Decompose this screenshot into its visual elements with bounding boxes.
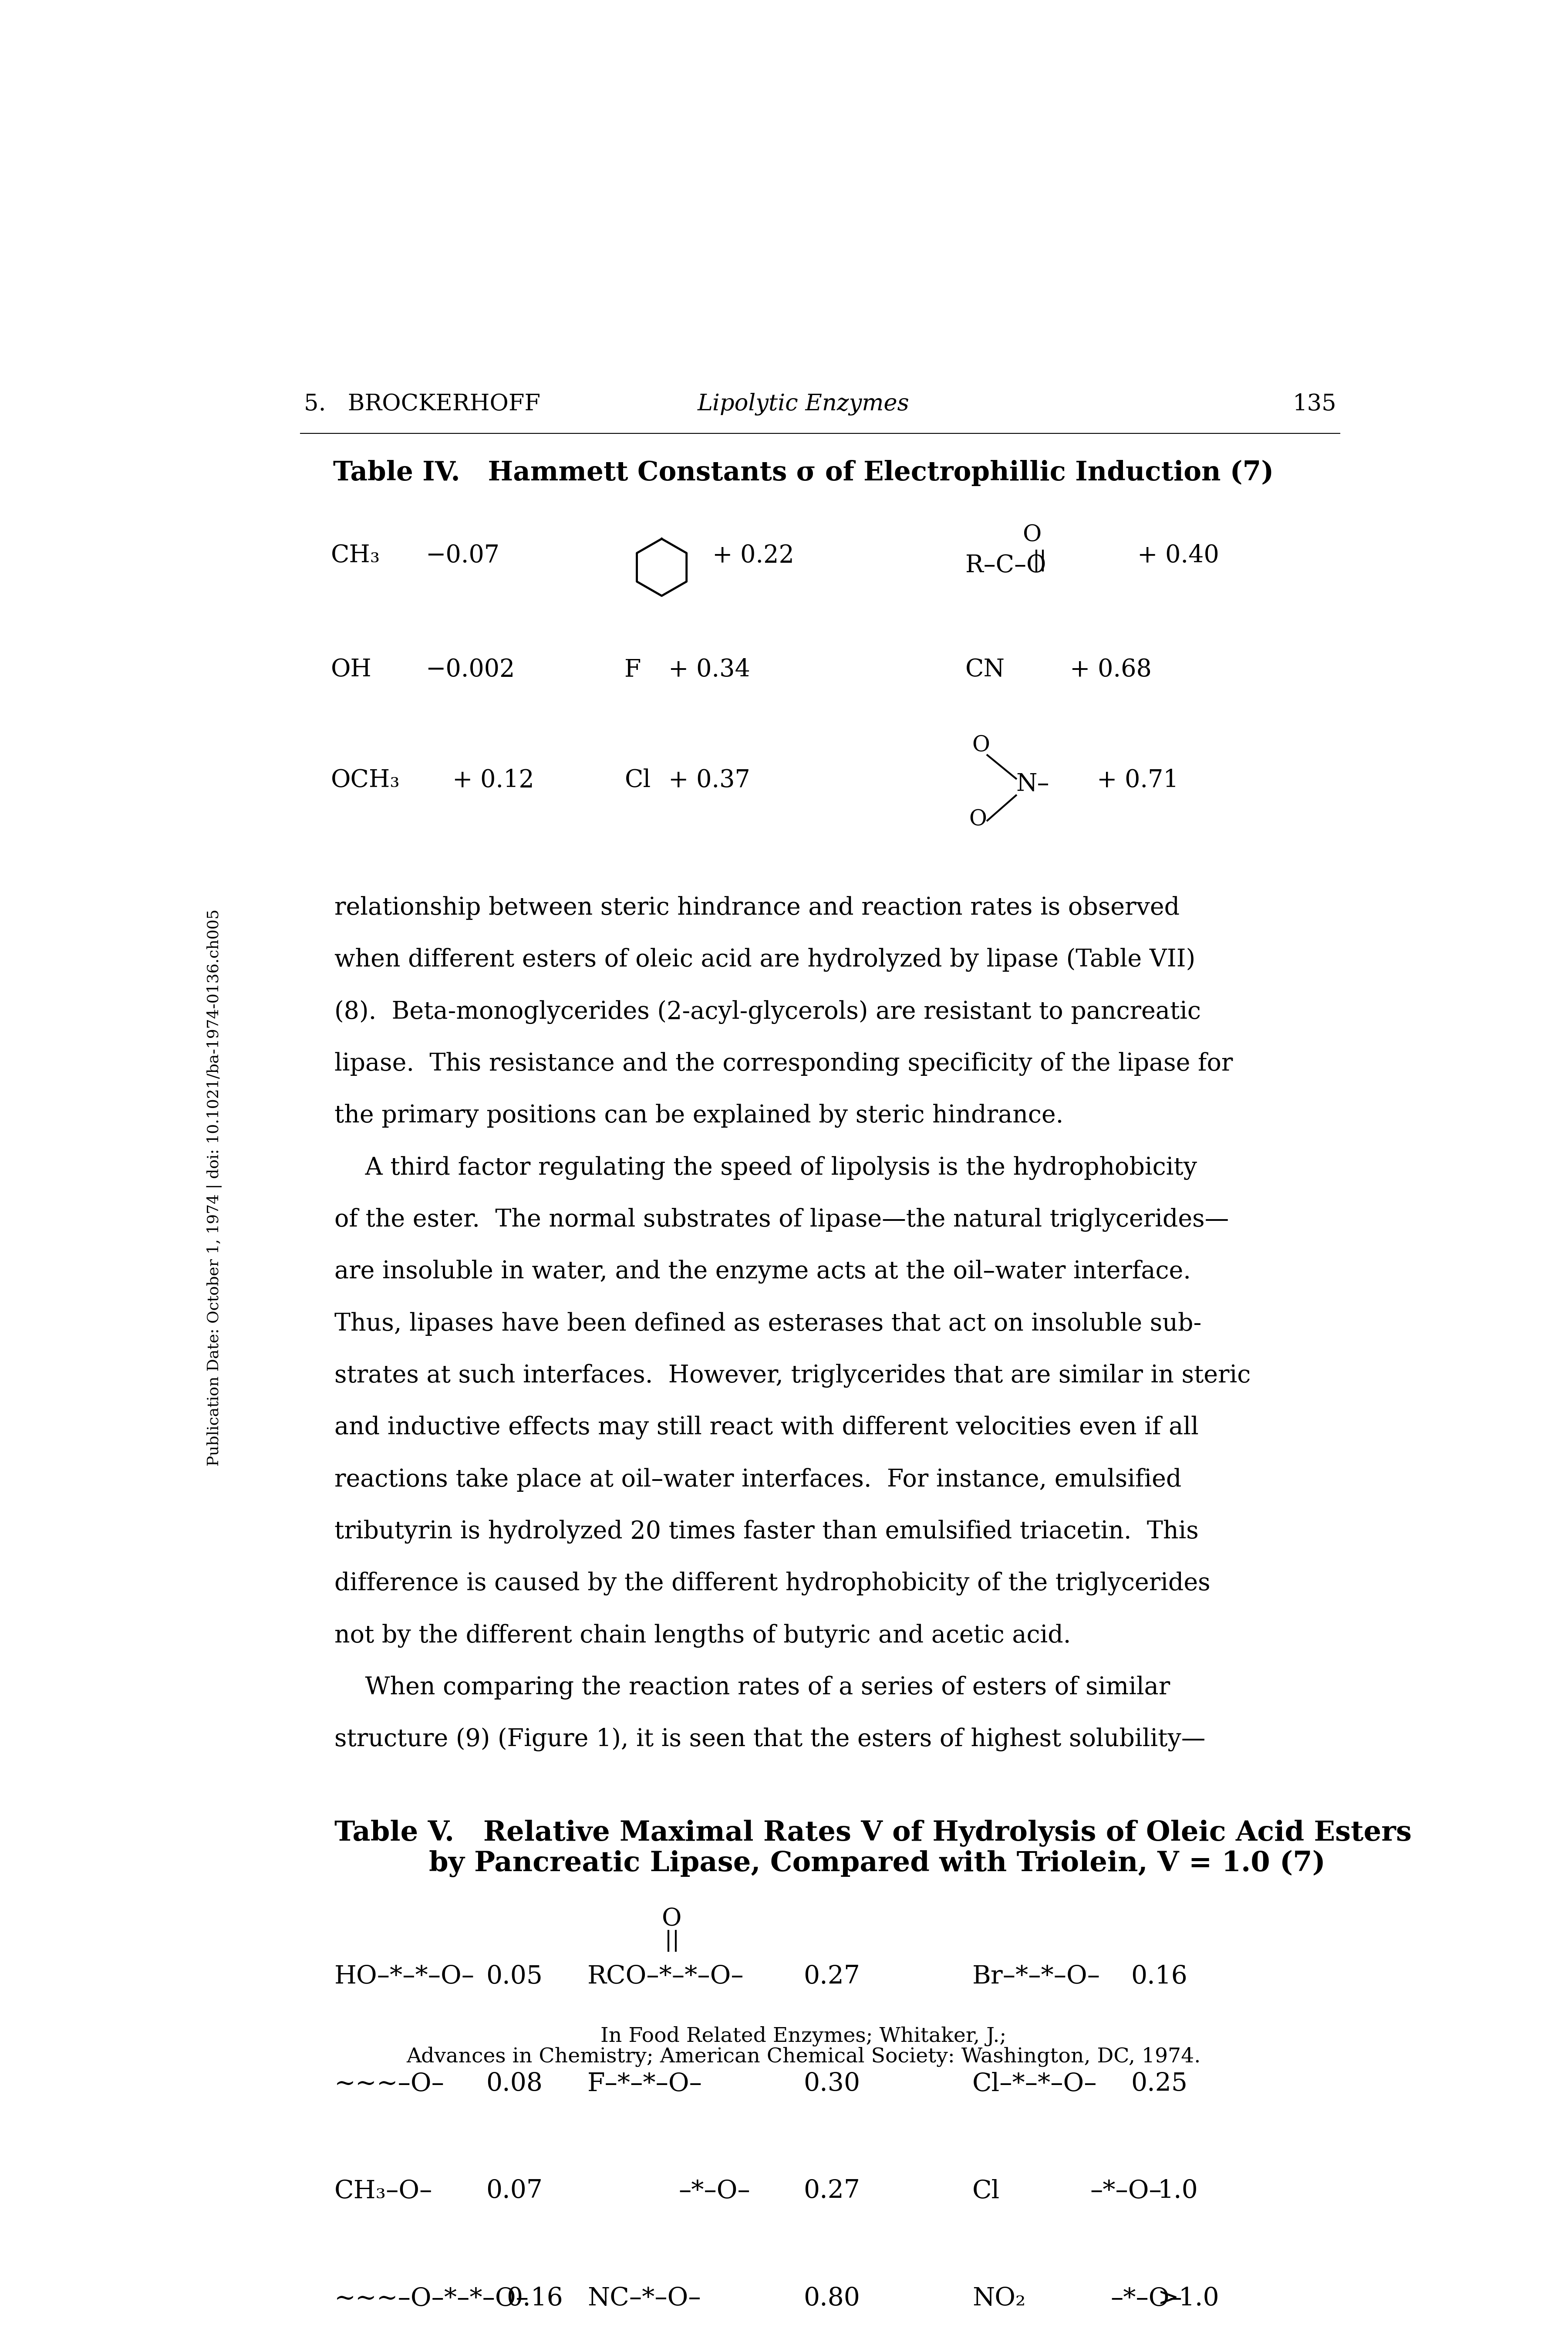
Text: HO–*–*–O–: HO–*–*–O– [334, 1964, 475, 1987]
Text: + 0.22: + 0.22 [712, 543, 793, 567]
Text: N–: N– [1016, 771, 1049, 795]
Text: strates at such interfaces.  However, triglycerides that are similar in steric: strates at such interfaces. However, tri… [334, 1364, 1251, 1388]
Text: F–*–*–O–: F–*–*–O– [588, 2072, 702, 2096]
Text: –*–O–: –*–O– [1110, 2286, 1182, 2310]
Text: In Food Related Enzymes; Whitaker, J.;: In Food Related Enzymes; Whitaker, J.; [601, 2025, 1007, 2046]
Text: Table IV.   Hammett Constants σ of Electrophillic Induction (7): Table IV. Hammett Constants σ of Electro… [332, 461, 1273, 487]
Text: (8).  Beta-monoglycerides (2-acyl-glycerols) are resistant to pancreatic: (8). Beta-monoglycerides (2-acyl-glycero… [334, 1000, 1201, 1023]
Text: 0.30: 0.30 [803, 2072, 861, 2096]
Text: reactions take place at oil–water interfaces.  For instance, emulsified: reactions take place at oil–water interf… [334, 1468, 1181, 1491]
Text: OCH₃: OCH₃ [331, 769, 400, 793]
Text: 0.25: 0.25 [1131, 2072, 1187, 2096]
Text: Br–*–*–O–: Br–*–*–O– [972, 1964, 1101, 1987]
Text: not by the different chain lengths of butyric and acetic acid.: not by the different chain lengths of bu… [334, 1623, 1071, 1649]
Text: R–C–O: R–C–O [966, 555, 1046, 579]
Text: OH: OH [331, 659, 372, 682]
Text: −0.07: −0.07 [425, 543, 500, 567]
Text: CN: CN [966, 659, 1005, 682]
Text: 0.05: 0.05 [486, 1964, 543, 1987]
Text: Cl: Cl [624, 769, 651, 793]
Text: + 0.68: + 0.68 [1069, 659, 1152, 682]
Text: + 0.34: + 0.34 [668, 659, 750, 682]
Text: Cl–*–*–O–: Cl–*–*–O– [972, 2072, 1098, 2096]
Text: Lipolytic Enzymes: Lipolytic Enzymes [698, 393, 909, 416]
Text: −0.002: −0.002 [425, 659, 514, 682]
Text: CH₃–O–: CH₃–O– [334, 2178, 433, 2204]
Text: and inductive effects may still react with different velocities even if all: and inductive effects may still react wi… [334, 1416, 1198, 1439]
Text: when different esters of oleic acid are hydrolyzed by lipase (Table VII): when different esters of oleic acid are … [334, 948, 1195, 971]
Text: Cl: Cl [972, 2178, 1000, 2204]
Text: When comparing the reaction rates of a series of esters of similar: When comparing the reaction rates of a s… [334, 1675, 1170, 1700]
Text: ∼∼∼–O–: ∼∼∼–O– [334, 2072, 444, 2096]
Text: CH₃: CH₃ [331, 543, 381, 567]
Text: 0.80: 0.80 [803, 2286, 859, 2310]
Text: 0.08: 0.08 [486, 2072, 543, 2096]
Text: O: O [662, 1907, 682, 1931]
Text: Publication Date: October 1, 1974 | doi: 10.1021/ba-1974-0136.ch005: Publication Date: October 1, 1974 | doi:… [207, 910, 223, 1465]
Text: –*–O–: –*–O– [679, 2178, 751, 2204]
Text: F: F [624, 659, 641, 682]
Text: 0.16: 0.16 [506, 2286, 563, 2310]
Text: O: O [972, 736, 989, 757]
Text: + 0.37: + 0.37 [668, 769, 750, 793]
Text: Thus, lipases have been defined as esterases that act on insoluble sub-: Thus, lipases have been defined as ester… [334, 1312, 1201, 1336]
Text: RCO–*–*–O–: RCO–*–*–O– [588, 1964, 745, 1987]
Text: 5.   BROCKERHOFF: 5. BROCKERHOFF [304, 393, 541, 416]
Text: + 0.71: + 0.71 [1098, 769, 1179, 793]
Text: by Pancreatic Lipase, Compared with Triolein, V = 1.0 (7): by Pancreatic Lipase, Compared with Trio… [430, 1851, 1325, 1877]
Text: NO₂: NO₂ [972, 2286, 1025, 2310]
Text: + 0.40: + 0.40 [1137, 543, 1220, 567]
Text: 135: 135 [1292, 393, 1336, 416]
Text: difference is caused by the different hydrophobicity of the triglycerides: difference is caused by the different hy… [334, 1571, 1210, 1595]
Text: structure (9) (Figure 1), it is seen that the esters of highest solubility—: structure (9) (Figure 1), it is seen tha… [334, 1729, 1206, 1752]
Text: Table V.   Relative Maximal Rates V of Hydrolysis of Oleic Acid Esters: Table V. Relative Maximal Rates V of Hyd… [334, 1820, 1411, 1846]
Text: O: O [969, 809, 986, 830]
Text: Advances in Chemistry; American Chemical Society: Washington, DC, 1974.: Advances in Chemistry; American Chemical… [406, 2046, 1201, 2067]
Text: 0.27: 0.27 [803, 1964, 859, 1987]
Text: NC–*–O–: NC–*–O– [588, 2286, 701, 2310]
Text: O: O [1022, 524, 1041, 546]
Text: relationship between steric hindrance and reaction rates is observed: relationship between steric hindrance an… [334, 896, 1179, 920]
Text: the primary positions can be explained by steric hindrance.: the primary positions can be explained b… [334, 1103, 1063, 1127]
Text: 0.16: 0.16 [1131, 1964, 1187, 1987]
Text: ∼∼∼–O–*–*–O–: ∼∼∼–O–*–*–O– [334, 2286, 528, 2310]
Text: 0.27: 0.27 [803, 2178, 859, 2204]
Text: are insoluble in water, and the enzyme acts at the oil–water interface.: are insoluble in water, and the enzyme a… [334, 1261, 1190, 1284]
Text: 0.07: 0.07 [486, 2178, 543, 2204]
Text: of the ester.  The normal substrates of lipase—the natural triglycerides—: of the ester. The normal substrates of l… [334, 1209, 1229, 1232]
Text: A third factor regulating the speed of lipolysis is the hydrophobicity: A third factor regulating the speed of l… [334, 1155, 1196, 1181]
Text: tributyrin is hydrolyzed 20 times faster than emulsified triacetin.  This: tributyrin is hydrolyzed 20 times faster… [334, 1519, 1198, 1543]
Text: >1.0: >1.0 [1157, 2286, 1220, 2310]
Text: lipase.  This resistance and the corresponding specificity of the lipase for: lipase. This resistance and the correspo… [334, 1051, 1232, 1075]
Text: 1.0: 1.0 [1157, 2178, 1198, 2204]
Text: –*–O–: –*–O– [1090, 2178, 1162, 2204]
Text: + 0.12: + 0.12 [453, 769, 535, 793]
